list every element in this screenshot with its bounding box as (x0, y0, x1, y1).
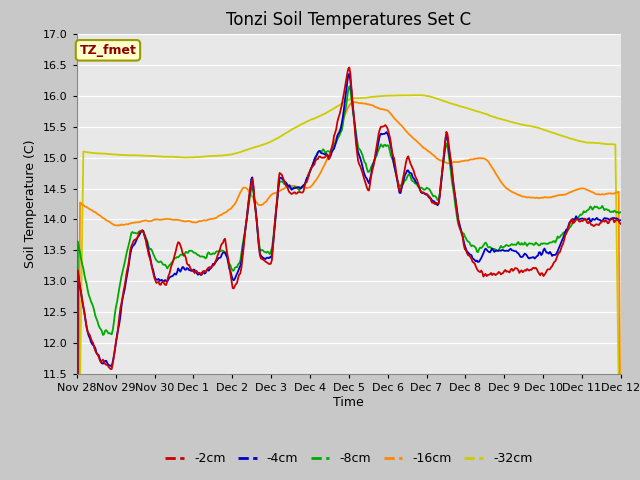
Text: TZ_fmet: TZ_fmet (79, 44, 136, 57)
X-axis label: Time: Time (333, 396, 364, 409)
Y-axis label: Soil Temperature (C): Soil Temperature (C) (24, 140, 38, 268)
Legend: -2cm, -4cm, -8cm, -16cm, -32cm: -2cm, -4cm, -8cm, -16cm, -32cm (160, 447, 538, 470)
Title: Tonzi Soil Temperatures Set C: Tonzi Soil Temperatures Set C (226, 11, 472, 29)
